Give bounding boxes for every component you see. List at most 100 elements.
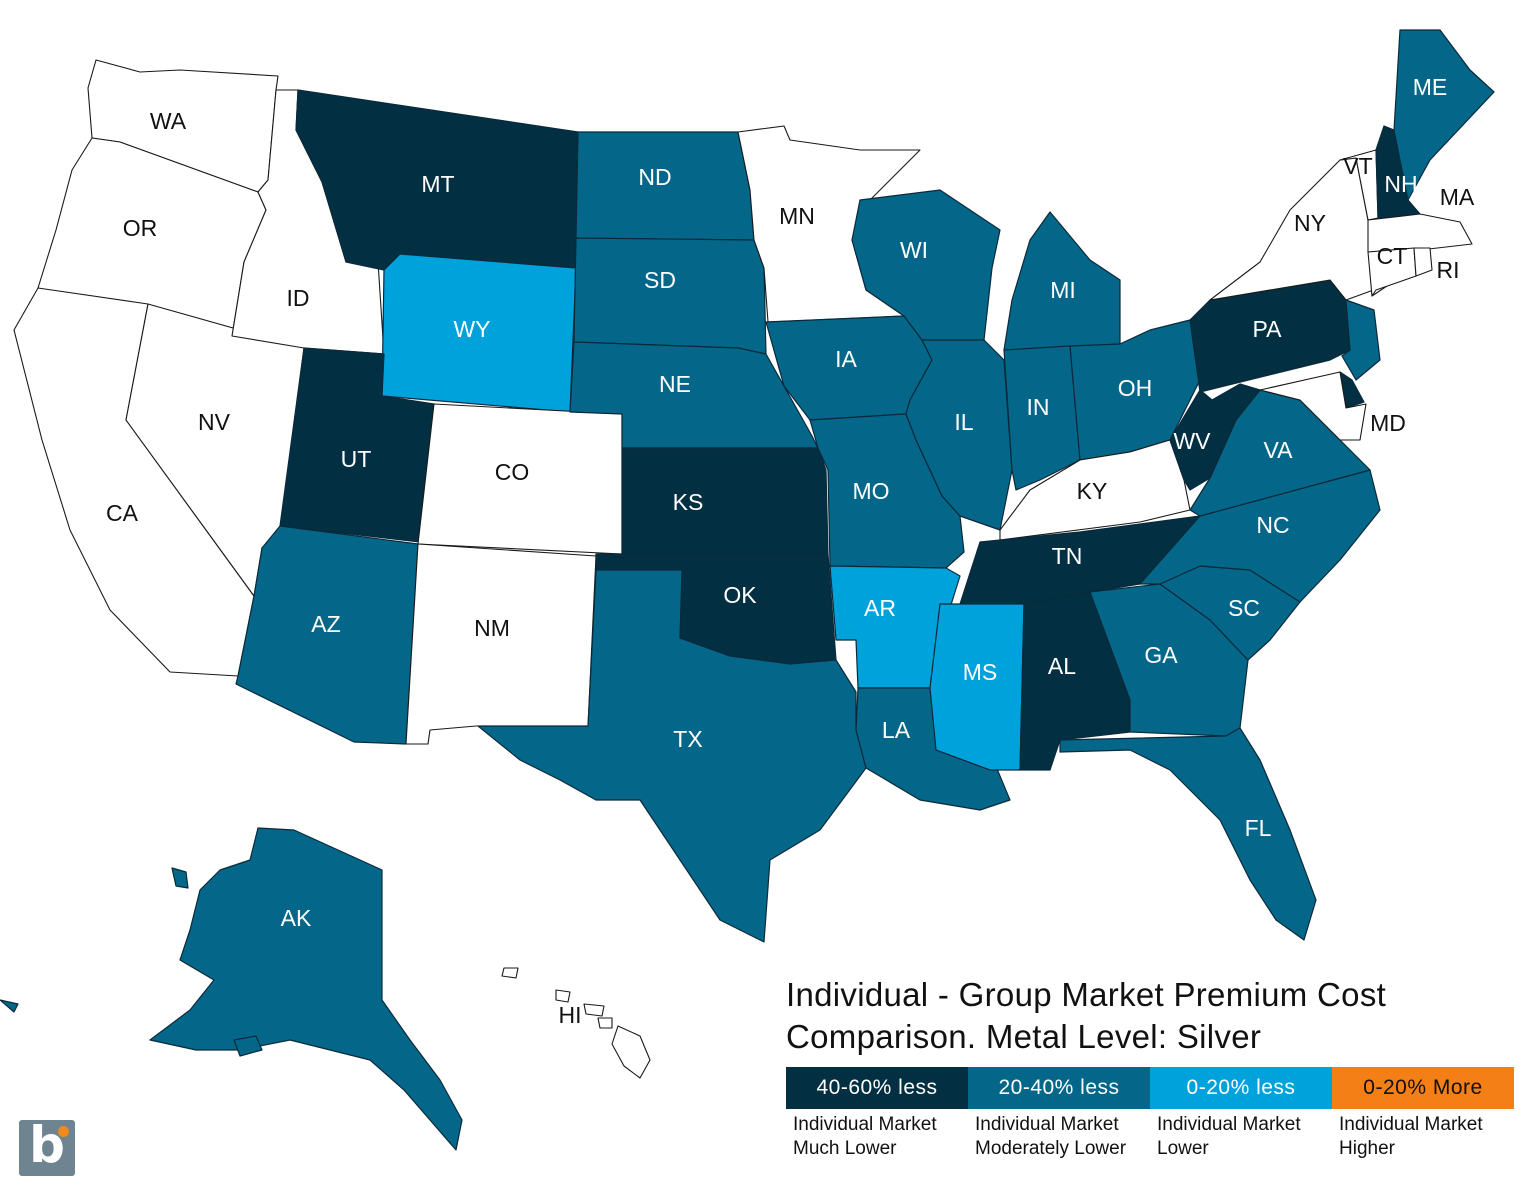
state-label-sc: SC bbox=[1228, 595, 1260, 621]
island-shape bbox=[171, 867, 189, 889]
hawaii-islands bbox=[501, 967, 613, 1029]
island-shape bbox=[597, 1017, 613, 1029]
state-label-il: IL bbox=[954, 409, 973, 435]
state-label-ma: MA bbox=[1440, 184, 1475, 210]
state-label-ky: KY bbox=[1077, 478, 1108, 504]
state-label-ga: GA bbox=[1144, 642, 1178, 668]
state-label-mt: MT bbox=[421, 171, 454, 197]
state-label-va: VA bbox=[1264, 437, 1294, 463]
state-label-ne: NE bbox=[659, 371, 691, 397]
state-label-ct: CT bbox=[1377, 243, 1408, 269]
legend-swatch-higher: 0-20% More bbox=[1332, 1067, 1514, 1109]
state-label-id: ID bbox=[287, 285, 310, 311]
state-label-vt: VT bbox=[1343, 153, 1372, 179]
legend-desc-line: Much Lower bbox=[793, 1138, 897, 1159]
state-label-ca: CA bbox=[106, 500, 139, 526]
state-label-wv: WV bbox=[1173, 428, 1211, 454]
state-label-nv: NV bbox=[198, 409, 231, 435]
state-label-ia: IA bbox=[835, 346, 857, 372]
state-label-ri: RI bbox=[1437, 257, 1460, 283]
island-shape bbox=[555, 989, 571, 1003]
state-label-wa: WA bbox=[150, 108, 187, 134]
legend-desc-lower: Individual Market Lower bbox=[1150, 1113, 1332, 1161]
legend-desc-higher: Individual Market Higher bbox=[1332, 1113, 1514, 1161]
legend-desc-line: Individual Market bbox=[793, 1114, 937, 1135]
island-shape bbox=[583, 1003, 605, 1017]
state-label-wi: WI bbox=[900, 237, 928, 263]
state-label-tn: TN bbox=[1052, 543, 1083, 569]
legend-title-line2: Comparison. Metal Level: Silver bbox=[786, 1018, 1262, 1055]
state-ct[interactable] bbox=[1367, 247, 1417, 297]
state-label-mi: MI bbox=[1050, 277, 1076, 303]
legend-swatch-much-lower: 40-60% less bbox=[786, 1067, 968, 1109]
state-ks[interactable] bbox=[621, 447, 829, 555]
state-ri[interactable] bbox=[1413, 247, 1433, 277]
state-label-de: DE bbox=[1376, 368, 1408, 394]
island-shape bbox=[233, 1035, 263, 1057]
legend-desc-moderately-lower: Individual Market Moderately Lower bbox=[968, 1113, 1150, 1161]
state-me[interactable] bbox=[1393, 29, 1495, 201]
state-label-nh: NH bbox=[1384, 171, 1417, 197]
legend-desc-line: Individual Market bbox=[975, 1114, 1119, 1135]
state-label-ar: AR bbox=[864, 595, 896, 621]
legend-swatch-moderately-lower: 20-40% less bbox=[968, 1067, 1150, 1109]
state-tx[interactable] bbox=[477, 569, 867, 943]
island-shape bbox=[0, 999, 19, 1013]
logo-dot bbox=[58, 1126, 69, 1137]
state-label-or: OR bbox=[123, 215, 158, 241]
state-label-az: AZ bbox=[311, 611, 340, 637]
state-label-in: IN bbox=[1027, 394, 1050, 420]
legend-desc-line: Individual Market bbox=[1339, 1114, 1483, 1135]
state-label-mn: MN bbox=[779, 203, 815, 229]
state-label-co: CO bbox=[495, 459, 530, 485]
state-fl[interactable] bbox=[1059, 727, 1317, 941]
state-label-fl: FL bbox=[1245, 815, 1272, 841]
state-nm[interactable] bbox=[405, 543, 597, 745]
state-label-pa: PA bbox=[1253, 316, 1283, 342]
state-ak[interactable] bbox=[149, 827, 463, 1151]
state-ms[interactable] bbox=[929, 603, 1025, 771]
state-label-ms: MS bbox=[963, 659, 998, 685]
state-wy[interactable] bbox=[381, 253, 577, 413]
legend-desc-line: Lower bbox=[1157, 1138, 1209, 1159]
state-label-al: AL bbox=[1048, 653, 1076, 679]
legend-desc-line: Individual Market bbox=[1157, 1114, 1301, 1135]
state-label-nd: ND bbox=[638, 164, 671, 190]
state-label-ny: NY bbox=[1294, 210, 1326, 236]
island-shape bbox=[501, 967, 519, 979]
alaska-islands bbox=[0, 867, 263, 1057]
legend-swatches: 40-60% less 20-40% less 0-20% less 0-20%… bbox=[786, 1067, 1514, 1109]
state-label-oh: OH bbox=[1118, 375, 1153, 401]
state-label-sd: SD bbox=[644, 267, 676, 293]
state-label-nc: NC bbox=[1256, 512, 1289, 538]
logo-letter: b bbox=[29, 1116, 65, 1174]
legend-title: Individual - Group Market Premium Cost C… bbox=[786, 974, 1506, 1058]
state-label-md: MD bbox=[1370, 410, 1406, 436]
state-label-ak: AK bbox=[281, 905, 312, 931]
state-label-ut: UT bbox=[341, 446, 372, 472]
state-label-nm: NM bbox=[474, 615, 510, 641]
brand-logo: b bbox=[19, 1116, 75, 1176]
state-label-ok: OK bbox=[723, 582, 757, 608]
state-label-la: LA bbox=[882, 717, 911, 743]
state-nj[interactable] bbox=[1341, 299, 1381, 381]
state-hi[interactable] bbox=[611, 1025, 651, 1079]
state-il[interactable] bbox=[905, 339, 1013, 531]
state-label-me: ME bbox=[1413, 74, 1448, 100]
legend-desc-line: Higher bbox=[1339, 1138, 1395, 1159]
state-label-wy: WY bbox=[453, 316, 490, 342]
state-wv[interactable] bbox=[1169, 383, 1261, 491]
legend-descriptions: Individual Market Much Lower Individual … bbox=[786, 1113, 1514, 1161]
state-md[interactable] bbox=[1259, 371, 1367, 441]
legend-swatch-lower: 0-20% less bbox=[1150, 1067, 1332, 1109]
legend-desc-line: Moderately Lower bbox=[975, 1138, 1127, 1159]
state-label-tx: TX bbox=[673, 726, 702, 752]
state-label-nj: NJ bbox=[1384, 316, 1412, 342]
state-label-mo: MO bbox=[852, 478, 889, 504]
legend-title-line1: Individual - Group Market Premium Cost bbox=[786, 976, 1387, 1013]
state-label-ks: KS bbox=[673, 489, 704, 515]
state-label-hi: HI bbox=[559, 1002, 582, 1028]
legend-desc-much-lower: Individual Market Much Lower bbox=[786, 1113, 968, 1161]
state-sd[interactable] bbox=[573, 237, 767, 355]
